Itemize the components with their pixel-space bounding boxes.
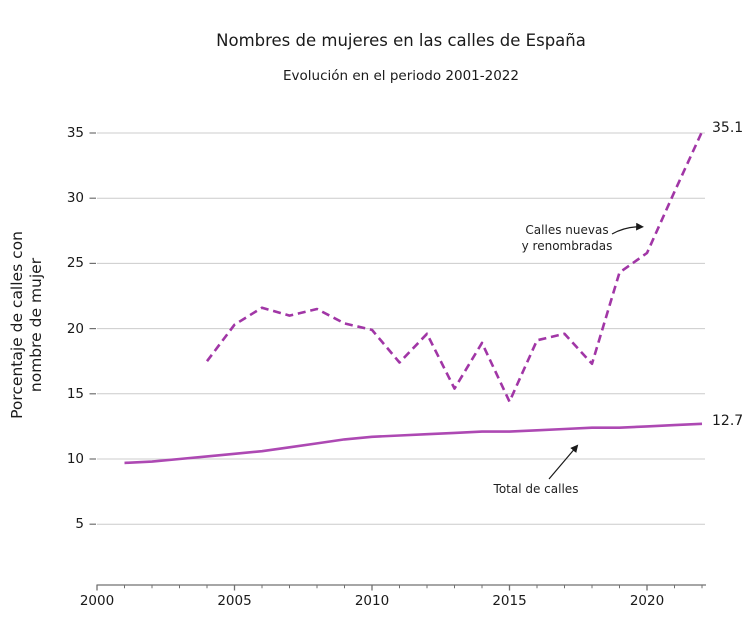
y-axis-label: Porcentaje de calles con nombre de mujer (8, 231, 45, 419)
chart-title: Nombres de mujeres en las calles de Espa… (216, 31, 586, 50)
x-tick-label-2015: 2015 (492, 593, 527, 609)
annotation-calles-nuevas: Calles nuevas y renombradas (521, 223, 613, 253)
x-tick-label-2010: 2010 (354, 593, 390, 609)
series-line-solid (124, 422, 703, 465)
annotation-total-calles: Total de calles (493, 482, 579, 496)
end-value-label-nuevas: 35.1 (712, 120, 744, 136)
x-tick-label-2000: 2000 (79, 593, 115, 609)
end-value-label-total: 12.7 (712, 413, 744, 429)
y-tick-label-25: 25 (66, 255, 84, 272)
x-tick-label-2005: 2005 (217, 593, 252, 609)
y-tick-label-15: 15 (66, 385, 84, 402)
y-tick-label-5: 5 (75, 516, 84, 533)
chart-subtitle: Evolución en el periodo 2001-2022 (282, 68, 519, 84)
y-tick-label-20: 20 (66, 320, 84, 337)
y-tick-label-30: 30 (66, 190, 84, 207)
y-tick-label-35: 35 (66, 125, 84, 141)
series-line-dashed (205, 131, 704, 403)
annotation-arrow-total (548, 444, 579, 480)
x-tick-label-2020: 2020 (629, 593, 665, 609)
annotation-arrow-nuevas (611, 222, 644, 235)
y-tick-label-10: 10 (66, 451, 84, 467)
